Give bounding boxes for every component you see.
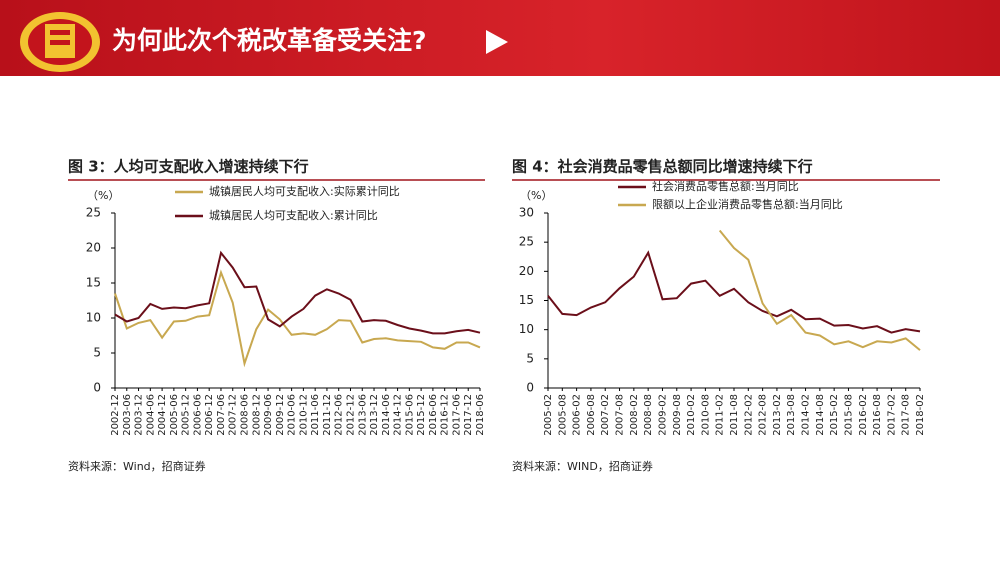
x-tick-label: 2012-08 [758,394,769,436]
x-tick-label: 2002-12 [110,394,121,436]
x-tick-label: 2012-06 [334,394,345,436]
y-unit: （%） [87,189,119,202]
header-title: 为何此次个税改革备受关注? [112,26,427,55]
x-tick-label: 2010-08 [700,394,711,436]
series-line [547,250,921,334]
x-tick-label: 2008-12 [251,394,262,436]
source-note: 资料来源：Wind，招商证券 [68,459,206,473]
y-tick-label: 30 [519,206,534,220]
x-tick-label: 2005-12 [181,394,192,436]
x-tick-label: 2005-06 [169,394,180,436]
x-tick-label: 2017-06 [451,394,462,436]
x-tick-label: 2018-06 [475,394,486,436]
x-tick-label: 2010-06 [287,394,298,436]
x-tick-label: 2008-08 [643,394,654,436]
x-tick-label: 2007-02 [600,394,611,436]
x-tick-label: 2003-06 [122,394,133,436]
x-tick-label: 2007-12 [228,394,239,436]
x-tick-label: 2011-08 [729,394,740,436]
x-tick-label: 2005-02 [543,394,554,436]
y-unit: （%） [520,189,552,202]
x-tick-label: 2011-06 [310,394,321,436]
y-tick-label: 0 [93,381,101,395]
x-tick-label: 2011-12 [322,394,333,436]
y-tick-label: 10 [86,311,101,325]
x-tick-label: 2015-08 [843,394,854,436]
y-tick-label: 25 [86,206,101,220]
chart-title: 图 4：社会消费品零售总额同比增速持续下行 [512,158,813,176]
x-tick-label: 2012-02 [743,394,754,436]
source-note: 资料来源：WIND，招商证券 [512,459,653,473]
x-tick-label: 2017-12 [463,394,474,436]
x-tick-label: 2006-02 [572,394,583,436]
legend-label: 城镇居民人均可支配收入:累计同比 [209,208,378,222]
y-tick-label: 10 [519,322,534,336]
x-tick-label: 2015-12 [416,394,427,436]
x-tick-label: 2007-06 [216,394,227,436]
series-line [114,250,481,335]
x-tick-label: 2015-02 [829,394,840,436]
x-tick-label: 2016-12 [440,394,451,436]
x-tick-label: 2013-08 [786,394,797,436]
logo [20,12,100,72]
header-arrow [486,30,508,54]
x-tick-label: 2005-08 [557,394,568,436]
x-tick-label: 2006-08 [586,394,597,436]
x-tick-label: 2004-12 [157,394,168,436]
x-tick-label: 2014-08 [815,394,826,436]
x-tick-label: 2016-08 [872,394,883,436]
x-tick-label: 2013-12 [369,394,380,436]
x-tick-label: 2013-06 [357,394,368,436]
x-tick-label: 2017-02 [886,394,897,436]
y-tick-label: 20 [519,264,534,278]
x-tick-label: 2010-12 [298,394,309,436]
x-tick-label: 2009-02 [657,394,668,436]
x-tick-label: 2018-02 [915,394,926,436]
x-tick-label: 2014-06 [381,394,392,436]
y-tick-label: 25 [519,235,534,249]
chart-title: 图 3：人均可支配收入增速持续下行 [68,158,309,176]
x-tick-label: 2011-02 [715,394,726,436]
x-tick-label: 2016-02 [858,394,869,436]
x-tick-label: 2008-02 [629,394,640,436]
y-tick-label: 5 [93,346,101,360]
y-tick-label: 5 [526,351,534,365]
series-line [718,229,921,351]
x-tick-label: 2009-12 [275,394,286,436]
legend-label: 城镇居民人均可支配收入:实际累计同比 [209,184,400,198]
x-tick-label: 2009-08 [672,394,683,436]
x-tick-label: 2012-12 [345,394,356,436]
x-tick-label: 2004-06 [145,394,156,436]
series-line [114,269,481,368]
x-tick-label: 2009-06 [263,394,274,436]
x-tick-label: 2006-12 [204,394,215,436]
x-tick-label: 2014-12 [393,394,404,436]
y-tick-label: 15 [86,276,101,290]
x-tick-label: 2013-02 [772,394,783,436]
legend-label: 限额以上企业消费品零售总额:当月同比 [652,197,843,211]
x-tick-label: 2010-02 [686,394,697,436]
x-tick-label: 2015-06 [404,394,415,436]
y-tick-label: 20 [86,241,101,255]
y-tick-label: 0 [526,381,534,395]
x-tick-label: 2014-02 [801,394,812,436]
x-tick-label: 2008-06 [240,394,251,436]
x-tick-label: 2007-08 [615,394,626,436]
x-tick-label: 2016-06 [428,394,439,436]
legend-label: 社会消费品零售总额:当月同比 [652,179,799,193]
x-tick-label: 2006-06 [192,394,203,436]
y-tick-label: 15 [519,293,534,307]
x-tick-label: 2003-12 [134,394,145,436]
x-tick-label: 2017-08 [901,394,912,436]
